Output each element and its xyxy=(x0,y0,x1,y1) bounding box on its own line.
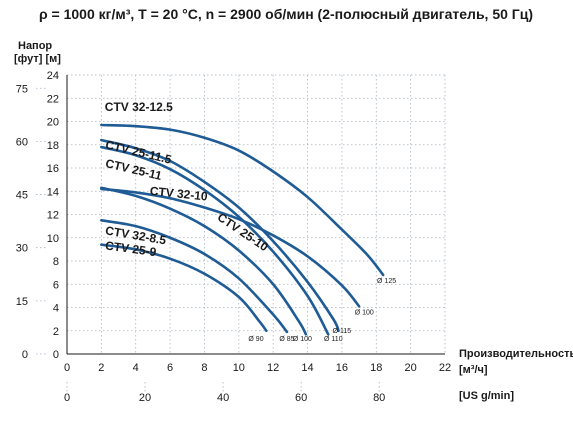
y-tick-label: 16 xyxy=(47,163,59,175)
y-tick-label: 2 xyxy=(53,326,59,338)
y-ft-tick-label: 0 xyxy=(22,349,28,361)
x-tick-label: 12 xyxy=(267,362,279,374)
pump-curve xyxy=(100,138,340,333)
x-tick-label: 6 xyxy=(167,362,173,374)
y-ft-tick-label: 75 xyxy=(16,83,28,95)
chart-title: ρ = 1000 кг/м³, T = 20 °C, n = 2900 об/м… xyxy=(39,6,533,22)
y-tick-label: 0 xyxy=(53,349,59,361)
x-tick-label: 8 xyxy=(201,362,207,374)
curve-label: CTV 25-9 xyxy=(104,238,157,259)
x-tick-label: 18 xyxy=(370,362,382,374)
diameter-label: Ø 90 xyxy=(248,336,263,343)
pump-curve xyxy=(100,145,330,336)
x-tick-label: 4 xyxy=(133,362,139,374)
y-axis-units: [фут] [м] xyxy=(14,53,61,65)
x-tick-label: 0 xyxy=(64,362,70,374)
pump-curve xyxy=(100,187,361,308)
x2-axis-title: [US g/min] xyxy=(459,390,514,402)
x-tick-label: 14 xyxy=(301,362,313,374)
diameter-label: Ø 85 xyxy=(279,336,294,343)
x-tick-label: 10 xyxy=(233,362,245,374)
pump-curve xyxy=(100,219,289,334)
y-tick-label: 6 xyxy=(53,279,59,291)
x-tick-label: 2 xyxy=(98,362,104,374)
x-us-tick-label: 20 xyxy=(139,392,151,404)
x-us-tick-label: 80 xyxy=(373,392,385,404)
pump-curve xyxy=(100,243,268,333)
y-tick-label: 8 xyxy=(53,256,59,268)
x-us-tick-label: 60 xyxy=(295,392,307,404)
diameter-label: Ø 115 xyxy=(333,328,352,335)
y-ft-tick-label: 45 xyxy=(16,190,28,202)
y-tick-label: 12 xyxy=(47,210,59,222)
y-tick-label: 22 xyxy=(47,93,59,105)
diameter-label: Ø 125 xyxy=(377,278,396,285)
curve-label: CTV 32-10 xyxy=(149,184,208,204)
y-ft-tick-label: 15 xyxy=(16,296,28,308)
y-ft-tick-label: 60 xyxy=(16,136,28,148)
y-tick-label: 18 xyxy=(47,140,59,152)
y-tick-label: 10 xyxy=(47,233,59,245)
diameter-label: Ø 110 xyxy=(324,336,343,343)
pump-curve xyxy=(100,186,308,336)
pump-curve xyxy=(100,123,385,277)
y-tick-label: 20 xyxy=(47,117,59,129)
x-tick-label: 16 xyxy=(336,362,348,374)
y-tick-label: 24 xyxy=(47,70,59,82)
y-axis-title: Напор xyxy=(18,40,52,52)
x-tick-label: 22 xyxy=(439,362,451,374)
x-us-tick-label: 0 xyxy=(64,392,70,404)
curve-label: CTV 32-12.5 xyxy=(105,100,173,114)
x-axis-unit: [м³/ч] xyxy=(459,364,488,376)
x-tick-label: 20 xyxy=(405,362,417,374)
y-tick-label: 4 xyxy=(53,303,59,315)
x-us-tick-label: 40 xyxy=(217,392,229,404)
y-ft-tick-label: 30 xyxy=(16,243,28,255)
diameter-label: Ø 100 xyxy=(293,336,312,343)
diameter-label: Ø 100 xyxy=(355,309,374,316)
x-axis-title: Производительность xyxy=(459,348,573,360)
curve-label: CTV 25-10 xyxy=(215,210,271,254)
y-tick-label: 14 xyxy=(47,186,59,198)
